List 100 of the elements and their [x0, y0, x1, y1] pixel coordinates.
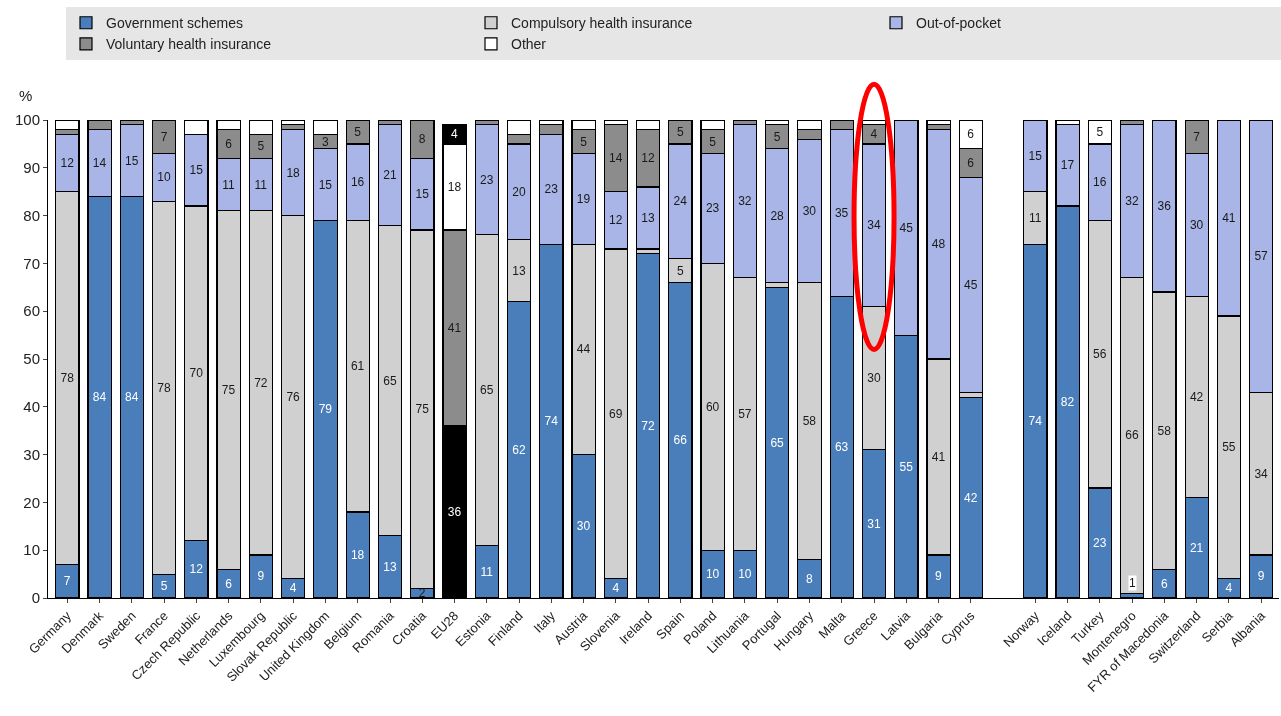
data-label: 5 — [676, 263, 684, 278]
y-tick-label: 100 — [14, 111, 40, 129]
legend-label: Compulsory health insurance — [511, 15, 693, 32]
data-label: 48 — [931, 237, 946, 252]
data-label: 42 — [1189, 390, 1204, 405]
data-label: 82 — [1060, 395, 1075, 410]
data-label: 13 — [641, 210, 656, 225]
data-label: 66 — [673, 433, 688, 448]
data-label: 11 — [222, 177, 236, 192]
data-label: 78 — [157, 380, 171, 395]
data-label: 5 — [709, 134, 717, 149]
data-label: 3 — [322, 134, 329, 149]
data-label: 74 — [1028, 414, 1043, 429]
data-label: 11 — [1028, 210, 1042, 225]
data-label: 6 — [1160, 576, 1168, 591]
data-label: 69 — [609, 406, 623, 421]
data-label: 4 — [451, 127, 459, 142]
legend-label: Voluntary health insurance — [106, 36, 272, 53]
y-tick-label: 40 — [23, 398, 40, 416]
data-label: 21 — [383, 167, 397, 182]
data-label: 13 — [383, 559, 397, 574]
data-label: 5 — [676, 124, 684, 139]
data-label: 57 — [738, 406, 752, 421]
data-label: 5 — [354, 124, 362, 139]
data-label: 15 — [318, 177, 333, 192]
data-label: 79 — [318, 402, 333, 417]
y-tick-label: 50 — [23, 350, 40, 368]
data-label: 6 — [225, 576, 233, 591]
data-label: 56 — [1093, 347, 1107, 362]
legend-label: Out-of-pocket — [916, 15, 1001, 32]
data-label: 41 — [447, 320, 462, 335]
data-label: 16 — [350, 175, 365, 190]
data-label: 1 — [1129, 576, 1136, 590]
data-label: 30 — [576, 519, 591, 534]
data-label: 11 — [480, 564, 494, 579]
data-label: 4 — [612, 581, 620, 596]
data-label: 7 — [1193, 129, 1201, 144]
data-label: 11 — [254, 177, 268, 192]
bar — [926, 120, 951, 126]
data-label: 6 — [967, 127, 975, 142]
data-label: 6 — [967, 156, 975, 171]
y-tick-label: 80 — [23, 206, 40, 224]
y-tick-label: 30 — [23, 445, 40, 463]
data-label: 44 — [576, 342, 591, 357]
data-label: 24 — [673, 194, 688, 209]
data-label: 84 — [92, 390, 107, 405]
data-label: 5 — [773, 129, 781, 144]
data-label: 16 — [1093, 175, 1107, 190]
data-label: 13 — [512, 263, 526, 278]
data-label: 58 — [1157, 423, 1172, 438]
data-label: 5 — [160, 579, 168, 594]
data-label: 31 — [867, 516, 881, 531]
y-tick-label: 20 — [23, 493, 40, 511]
data-label: 15 — [1028, 148, 1043, 163]
y-tick-label: 90 — [23, 159, 40, 177]
data-label: 41 — [1222, 210, 1236, 225]
data-label: 5 — [257, 139, 265, 154]
data-label: 65 — [480, 383, 494, 398]
data-label: 57 — [1254, 249, 1269, 264]
data-label: 5 — [1096, 124, 1104, 139]
data-label: 34 — [1254, 466, 1269, 481]
x-tick-label: Italy — [530, 607, 559, 636]
bar — [55, 120, 80, 131]
data-label: 61 — [350, 359, 365, 374]
data-label: 35 — [834, 206, 849, 221]
data-label: 63 — [834, 440, 849, 455]
data-label: 18 — [286, 165, 301, 180]
data-label: 18 — [350, 547, 365, 562]
data-label: 74 — [544, 414, 559, 429]
data-label: 72 — [641, 418, 656, 433]
data-label: 8 — [806, 571, 814, 586]
data-label: 4 — [289, 581, 297, 596]
data-label: 55 — [899, 459, 914, 474]
data-label: 14 — [609, 151, 623, 166]
data-label: 15 — [125, 153, 139, 168]
data-label: 84 — [125, 390, 139, 405]
y-tick-label: 60 — [23, 302, 40, 320]
data-label: 23 — [705, 201, 720, 216]
data-label: 5 — [580, 134, 588, 149]
legend-label: Other — [511, 36, 547, 53]
data-label: 76 — [286, 390, 301, 405]
data-label: 4 — [870, 127, 878, 142]
data-label: 12 — [60, 156, 75, 171]
data-label: 62 — [512, 442, 526, 457]
y-tick-label: 70 — [23, 254, 40, 272]
data-label: 42 — [964, 490, 978, 505]
data-label: 65 — [383, 373, 397, 388]
data-label: 78 — [60, 371, 75, 386]
data-label: 30 — [867, 371, 881, 386]
data-label: 72 — [254, 375, 268, 390]
data-label: 41 — [931, 449, 946, 464]
data-label: 45 — [964, 277, 978, 292]
data-label: 58 — [802, 414, 817, 429]
data-label: 21 — [1189, 540, 1204, 555]
data-label: 9 — [257, 569, 265, 584]
data-label: 7 — [63, 574, 71, 589]
data-label: 36 — [1157, 199, 1172, 214]
data-label: 14 — [92, 156, 107, 171]
data-label: 60 — [705, 399, 720, 414]
y-tick-label: 10 — [23, 541, 40, 559]
